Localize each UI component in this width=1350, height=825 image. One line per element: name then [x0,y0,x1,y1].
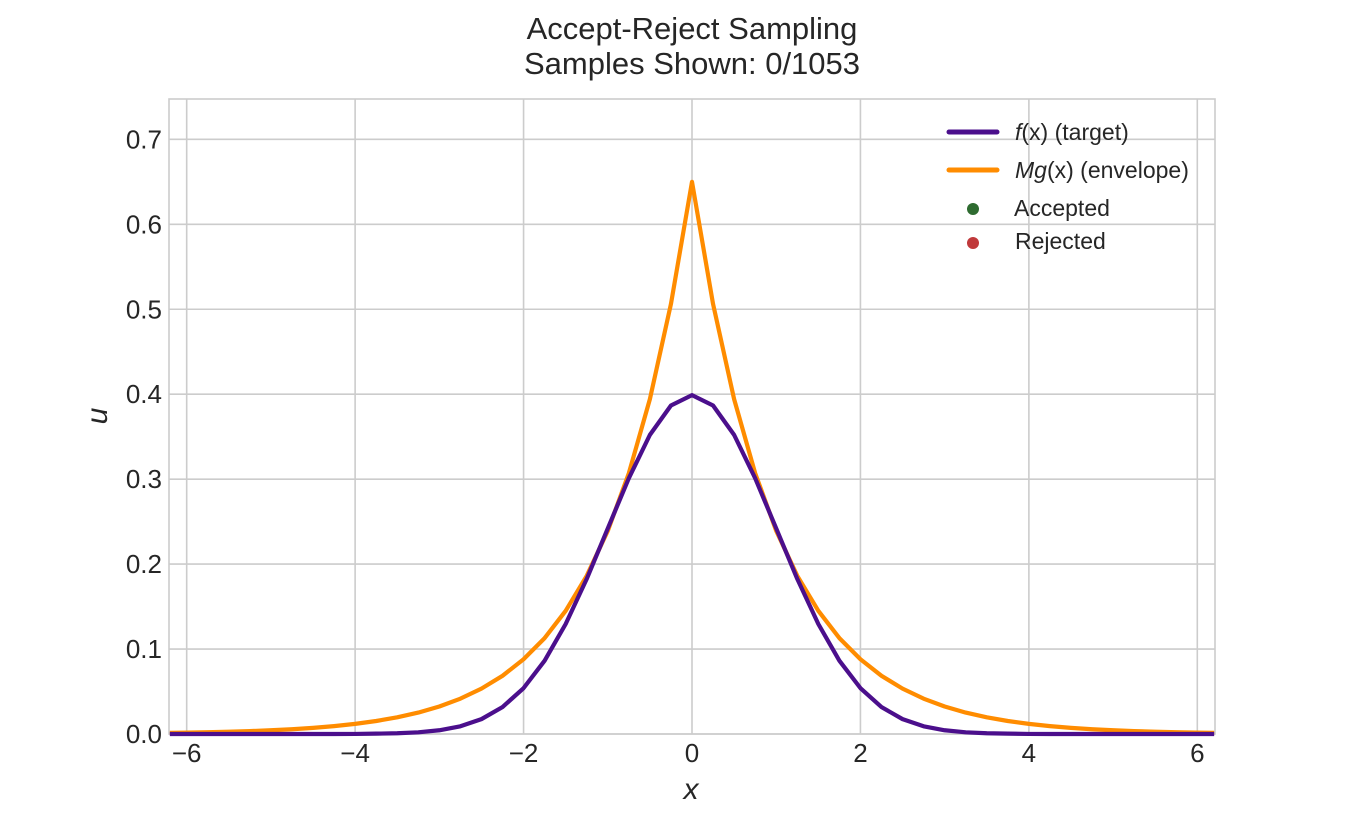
y-tick-label: 0.0 [126,719,162,749]
plot-frame [168,98,1216,735]
legend-accepted-label: Accepted [1014,195,1110,221]
chart-title: Accept-Reject Sampling [527,11,858,46]
legend-envelope-label: Mg(x) (envelope) [1015,157,1189,183]
tick-labels: −6 −4 −2 0 2 4 6 0.0 0.1 0.2 0.3 0.4 0.5 0.6 0.7 [126,124,1205,768]
x-tick-label: 6 [1190,738,1204,768]
y-tick-label: 0.4 [126,379,162,409]
legend: f(x) (target) Mg(x) (envelope) Accepted … [946,119,1189,254]
y-tick-label: 0.3 [126,464,162,494]
y-axis-label: u [81,407,114,424]
y-tick-label: 0.1 [126,634,162,664]
legend-rejected-label: Rejected [1015,228,1106,254]
x-tick-label: −2 [509,738,539,768]
legend-accepted-marker [967,203,979,215]
target-curve [169,393,1215,737]
y-tick-label: 0.7 [126,124,162,154]
x-tick-label: −4 [340,738,370,768]
x-tick-label: 4 [1022,738,1036,768]
y-tick-label: 0.5 [126,294,162,324]
x-axis-label: x [682,773,700,806]
chart-subtitle: Samples Shown: 0/1053 [524,46,860,81]
y-tick-label: 0.6 [126,209,162,239]
x-tick-label: −6 [172,738,202,768]
series-lines [169,179,1215,737]
x-tick-label: 2 [853,738,867,768]
y-tick-label: 0.2 [126,549,162,579]
gridlines [169,99,1215,735]
legend-rejected-marker [967,237,979,249]
x-tick-label: 0 [685,738,699,768]
legend-target-label: f(x) (target) [1015,119,1129,145]
envelope-curve [169,179,1215,735]
